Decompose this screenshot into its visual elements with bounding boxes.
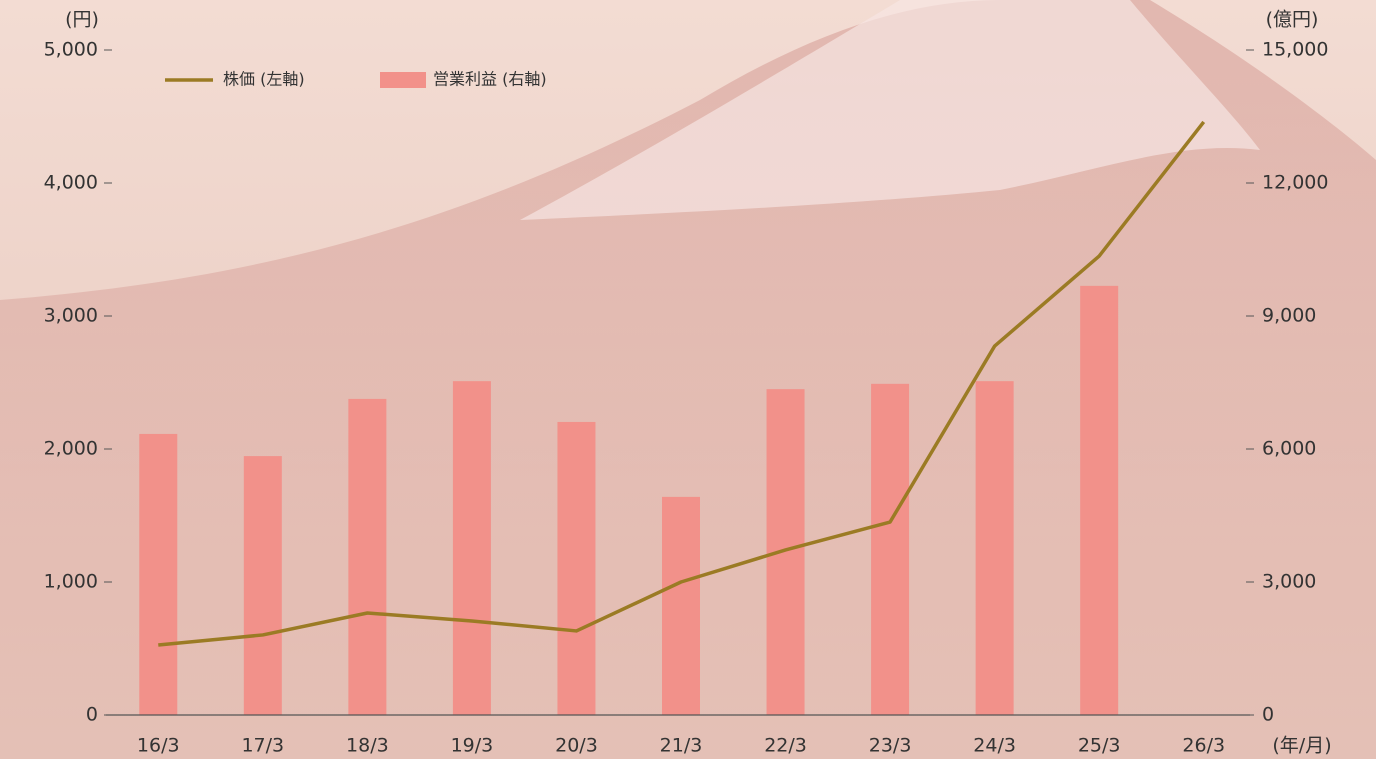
y-tick-label: 4,000 <box>44 172 98 194</box>
x-tick-label: 21/3 <box>660 735 703 757</box>
bar <box>557 421 596 715</box>
bar <box>139 433 178 715</box>
bar <box>452 381 491 715</box>
y2-unit: (億円) <box>1266 9 1319 31</box>
x-tick-label: 16/3 <box>137 735 180 757</box>
x-tick-label: 26/3 <box>1182 735 1225 757</box>
y-tick-label: 2,000 <box>44 438 98 460</box>
bar <box>871 383 910 715</box>
x-tick-label: 19/3 <box>451 735 494 757</box>
y-unit: (円) <box>65 9 99 31</box>
bar <box>662 496 700 715</box>
legend-label: 株価 (左軸) <box>223 70 305 89</box>
y2-tick-label: 12,000 <box>1262 172 1328 194</box>
y2-tick-label: 3,000 <box>1262 571 1316 593</box>
y2-tick-label: 6,000 <box>1262 438 1316 460</box>
y2-tick-label: 0 <box>1262 704 1274 726</box>
y2-tick-label: 9,000 <box>1262 305 1316 327</box>
line <box>158 120 1206 647</box>
x-unit: (年/月) <box>1272 735 1331 757</box>
x-tick-label: 17/3 <box>241 735 284 757</box>
x-tick-label: 25/3 <box>1078 735 1121 757</box>
y-tick-label: 0 <box>86 704 98 726</box>
bar <box>975 381 1014 715</box>
bar <box>1080 285 1119 715</box>
y-tick-label: 5,000 <box>44 39 98 61</box>
y-tick-label: 3,000 <box>44 305 98 327</box>
x-tick-label: 20/3 <box>555 735 598 757</box>
x-tick-label: 22/3 <box>764 735 807 757</box>
bar <box>766 389 805 715</box>
x-tick-label: 18/3 <box>346 735 389 757</box>
y-tick-label: 1,000 <box>44 571 98 593</box>
y2-tick-label: 15,000 <box>1262 39 1328 61</box>
legend-label: 営業利益 (右軸) <box>433 70 547 89</box>
snow <box>520 0 1260 220</box>
x-tick-label: 24/3 <box>973 735 1016 757</box>
legend-swatch <box>380 72 426 88</box>
x-tick-label: 23/3 <box>869 735 912 757</box>
bar <box>348 398 387 715</box>
bar <box>243 456 282 715</box>
